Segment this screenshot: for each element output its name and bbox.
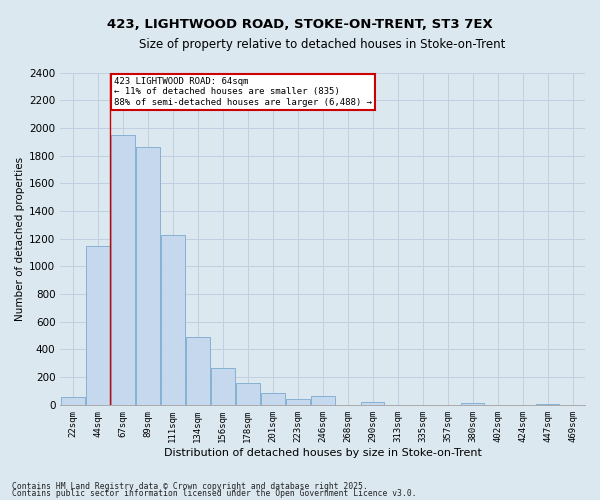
- Bar: [111, 135, 134, 405]
- Bar: [311, 396, 335, 405]
- Title: Size of property relative to detached houses in Stoke-on-Trent: Size of property relative to detached ho…: [139, 38, 506, 51]
- Bar: [161, 234, 185, 405]
- Text: Contains public sector information licensed under the Open Government Licence v3: Contains public sector information licen…: [12, 489, 416, 498]
- Bar: [61, 396, 85, 405]
- Text: 423, LIGHTWOOD ROAD, STOKE-ON-TRENT, ST3 7EX: 423, LIGHTWOOD ROAD, STOKE-ON-TRENT, ST3…: [107, 18, 493, 30]
- Text: Contains HM Land Registry data © Crown copyright and database right 2025.: Contains HM Land Registry data © Crown c…: [12, 482, 368, 491]
- Bar: [261, 393, 284, 405]
- X-axis label: Distribution of detached houses by size in Stoke-on-Trent: Distribution of detached houses by size …: [164, 448, 482, 458]
- Bar: [236, 382, 260, 405]
- Bar: [136, 148, 160, 405]
- Bar: [186, 337, 209, 405]
- Y-axis label: Number of detached properties: Number of detached properties: [15, 156, 25, 320]
- Bar: [286, 400, 310, 405]
- Text: 423 LIGHTWOOD ROAD: 64sqm
← 11% of detached houses are smaller (835)
88% of semi: 423 LIGHTWOOD ROAD: 64sqm ← 11% of detac…: [114, 77, 372, 107]
- Bar: [211, 368, 235, 405]
- Bar: [361, 402, 385, 405]
- Bar: [86, 246, 110, 405]
- Bar: [536, 404, 559, 405]
- Bar: [461, 404, 484, 405]
